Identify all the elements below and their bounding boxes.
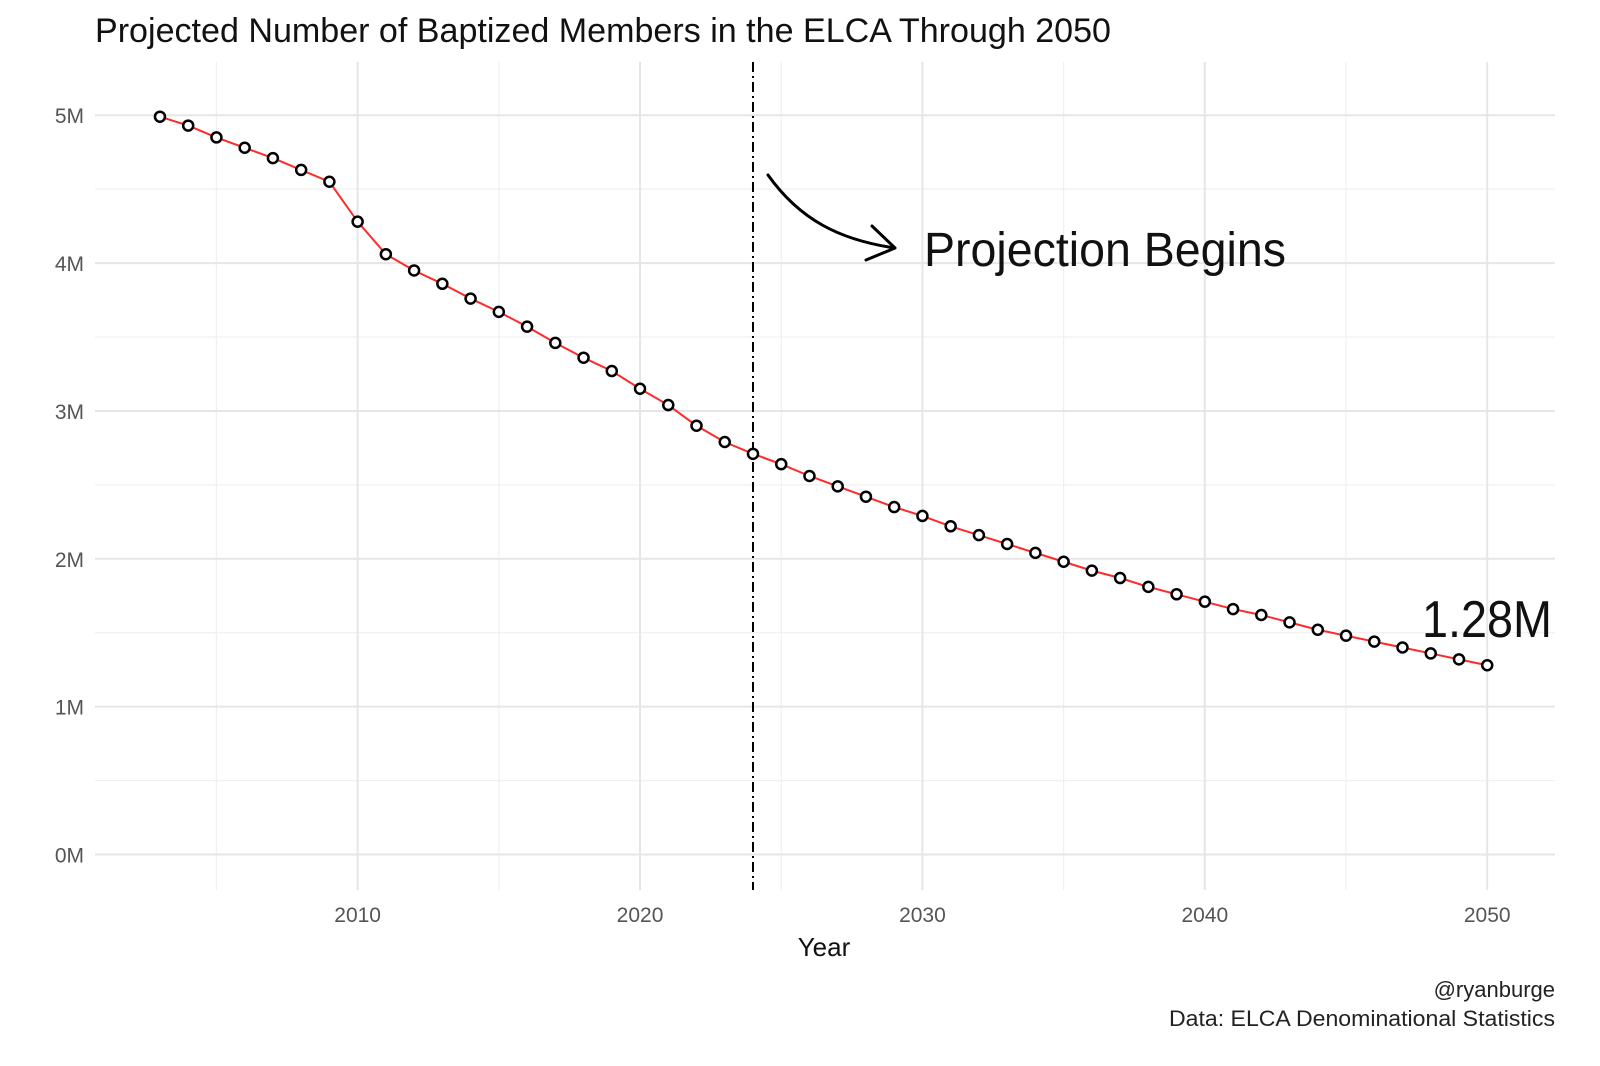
data-point: [436, 277, 449, 291]
data-point: [351, 215, 364, 228]
data-point: [407, 264, 421, 277]
data-point: [464, 292, 477, 305]
data-point: [746, 447, 760, 461]
y-tick-label: 4M: [55, 253, 84, 276]
data-point: [718, 435, 731, 449]
y-tick-label: 0M: [55, 845, 84, 868]
y-tick-label: 2M: [55, 549, 84, 572]
data-point: [323, 175, 336, 189]
x-axis-title: Year: [798, 932, 851, 962]
data-point: [662, 398, 675, 412]
data-point: [1396, 641, 1409, 654]
data-point: [831, 480, 844, 493]
data-point: [1452, 653, 1466, 666]
data-point: [803, 469, 816, 483]
data-point: [1368, 635, 1381, 648]
data-point: [1029, 546, 1042, 560]
data-point: [916, 509, 929, 523]
data-point: [238, 141, 251, 155]
data-point: [181, 119, 195, 132]
data-point: [1057, 555, 1070, 569]
data-point: [1198, 595, 1212, 608]
data-point: [774, 457, 788, 471]
x-tick-label: 2020: [617, 904, 664, 927]
data-point: [887, 500, 901, 514]
data-point: [210, 131, 223, 144]
x-tick-label: 2010: [334, 904, 381, 927]
data-point: [577, 351, 590, 364]
data-points: [153, 110, 1494, 672]
y-tick-label: 5M: [55, 105, 84, 128]
data-point: [294, 163, 308, 177]
data-point: [1226, 602, 1240, 616]
chart-title: Projected Number of Baptized Members in …: [95, 12, 1111, 50]
data-point: [944, 520, 957, 533]
data-point: [153, 110, 167, 123]
x-tick-label: 2030: [899, 904, 946, 927]
x-tick-label: 2050: [1464, 904, 1511, 927]
data-point: [1283, 616, 1296, 629]
data-point: [1255, 608, 1268, 622]
data-point: [972, 528, 986, 542]
data-point: [1311, 623, 1325, 637]
data-point: [1113, 571, 1127, 585]
data-point: [520, 320, 534, 333]
data-point: [1424, 647, 1437, 660]
x-tick-label: 2040: [1181, 904, 1228, 927]
data-point: [1480, 659, 1494, 672]
projection-annotation: Projection Begins: [924, 224, 1286, 277]
grid: [95, 62, 1555, 890]
series-line: [159, 115, 1488, 667]
final-value-label: 1.28M: [1422, 591, 1552, 649]
data-point: [1142, 580, 1155, 594]
data-point: [379, 247, 393, 261]
caption-author: @ryanburge: [1434, 977, 1555, 1002]
data-point: [859, 490, 873, 503]
data-point: [549, 336, 562, 350]
data-point: [1000, 537, 1014, 551]
data-point: [1170, 588, 1183, 601]
data-point: [1339, 629, 1353, 642]
projection-arrow-icon: [766, 173, 897, 262]
y-tick-label: 1M: [55, 697, 84, 720]
data-point: [605, 364, 619, 378]
data-point: [690, 419, 703, 432]
data-point: [1085, 564, 1099, 577]
y-tick-label: 3M: [55, 401, 84, 424]
tick-labels: 2010 2020 2030 2040 2050 0M 1M 2M 3M 4M 5M: [55, 105, 1511, 927]
caption-source: Data: ELCA Denominational Statistics: [1169, 1006, 1555, 1031]
data-point: [492, 305, 506, 319]
data-point: [266, 151, 280, 165]
data-point: [633, 382, 647, 396]
